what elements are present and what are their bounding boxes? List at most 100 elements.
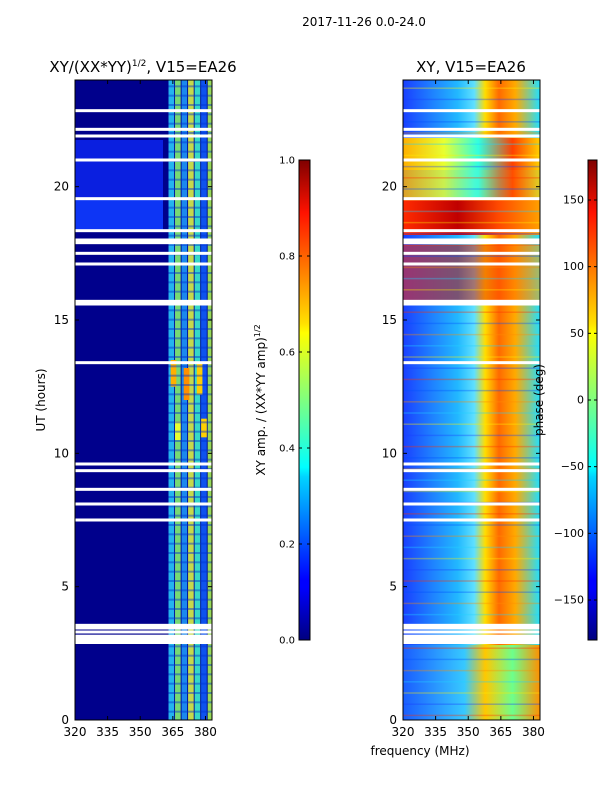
gap-row — [403, 518, 540, 522]
left-band-stripe — [168, 94, 212, 97]
right-stripe — [403, 513, 540, 515]
right-heatmap — [403, 80, 540, 720]
left-colorbar-ticks: 0.0 0.2 0.4 0.6 0.8 1.0 — [279, 156, 310, 647]
left-band-stripe — [168, 430, 212, 433]
left-band-stripe — [168, 412, 212, 414]
left-band-stripe — [168, 374, 212, 377]
left-band-stripe — [168, 692, 212, 694]
left-band-stripe — [168, 458, 212, 461]
left-band-stripe — [168, 122, 212, 125]
figure-suptitle: 2017-11-26 0.0-24.0 — [302, 15, 426, 29]
gap-row — [75, 630, 212, 634]
right-stripe — [403, 434, 540, 437]
x-tick-label: 380 — [522, 725, 545, 739]
gap-row — [75, 109, 212, 113]
left-band-stripe — [168, 477, 212, 480]
right-stripe — [403, 255, 540, 257]
y-tick-label: 0 — [61, 713, 69, 727]
left-band-stripe — [168, 113, 212, 116]
right-stripe — [403, 479, 540, 481]
left-axes-frame — [74, 79, 213, 721]
right-stripe — [403, 557, 540, 560]
left-band-patch — [201, 418, 207, 438]
gap-row — [75, 229, 212, 233]
left-band-column — [168, 80, 175, 720]
gap-row — [75, 197, 212, 201]
left-band-stripe — [168, 580, 212, 582]
left-band-stripe — [168, 384, 212, 386]
left-band-stripe — [168, 645, 212, 648]
gap-row — [75, 262, 212, 266]
left-band-column — [188, 80, 194, 720]
left-ylabel: UT (hours) — [34, 368, 48, 431]
gap-row — [403, 299, 540, 303]
right-stripe — [403, 367, 540, 369]
left-band-stripe — [168, 234, 212, 237]
right-stripe — [403, 412, 540, 414]
right-stripe — [403, 277, 540, 280]
y-tick-label: 5 — [61, 580, 69, 594]
right-stripe — [403, 647, 540, 649]
right-stripe — [403, 401, 540, 403]
x-tick-label: 350 — [129, 725, 152, 739]
colorbar-tick-label: 1.0 — [279, 156, 295, 167]
gap-row — [75, 518, 212, 522]
left-band-stripe — [168, 552, 212, 554]
left-band-stripe — [168, 188, 212, 190]
left-gaps — [75, 109, 212, 644]
gap-row — [75, 251, 212, 255]
gap-row — [75, 302, 212, 306]
right-stripe — [403, 87, 540, 89]
x-tick-label: 335 — [424, 725, 447, 739]
left-band-stripe — [168, 206, 212, 209]
right-stripe — [403, 356, 540, 358]
x-tick-label: 350 — [457, 725, 480, 739]
left-band-stripe — [168, 505, 212, 508]
right-stripe — [403, 535, 540, 537]
left-band-stripe — [168, 589, 212, 592]
left-band-column — [175, 80, 181, 720]
left-band-stripe — [168, 365, 212, 368]
right-axes-frame — [402, 79, 541, 721]
left-band-stripe — [168, 169, 212, 172]
left-band-stripe — [168, 654, 212, 657]
y-tick-label: 10 — [382, 446, 397, 460]
right-stripe — [403, 121, 540, 123]
gap-row — [403, 262, 540, 266]
right-stripe — [403, 714, 540, 717]
right-stripe — [403, 266, 540, 269]
gap-row — [75, 626, 212, 630]
left-colorbar: 0.0 0.2 0.4 0.6 0.8 1.0 XY amp. / (XX*YY amp)… — [253, 156, 311, 647]
right-stripe — [403, 378, 540, 381]
left-band-stripe — [168, 682, 212, 685]
gap-row — [75, 623, 212, 627]
left-band-stripe — [168, 664, 212, 666]
left-band-stripe — [168, 598, 212, 601]
left-band-stripe — [168, 673, 212, 676]
left-band-stripe — [168, 356, 212, 358]
right-colorbar-label: phase (deg) — [532, 364, 546, 436]
gap-row — [403, 462, 540, 466]
gap-row — [403, 502, 540, 506]
left-band-stripe — [168, 514, 212, 517]
left-band-stripe — [168, 290, 212, 293]
colorbar-tick-label: 100 — [563, 260, 584, 273]
gap-row — [75, 487, 212, 491]
right-stripe — [403, 423, 540, 425]
left-band-stripe — [168, 542, 212, 545]
left-band-stripe — [168, 244, 212, 246]
gap-row — [75, 462, 212, 466]
right-title: XY, V15=EA26 — [416, 58, 526, 76]
gap-row — [75, 158, 212, 162]
right-stripe — [403, 165, 540, 168]
right-ticks: 320 335 350 365 380 0 5 10 15 20 — [382, 80, 545, 739]
left-band-stripe — [168, 561, 212, 564]
left-band-stripe — [168, 608, 212, 610]
gap-row — [403, 158, 540, 162]
right-stripe — [403, 322, 540, 325]
y-tick-label: 5 — [389, 580, 397, 594]
right-gaps — [403, 109, 540, 644]
gap-row — [403, 109, 540, 113]
colorbar-tick-label: 0.8 — [279, 252, 295, 263]
